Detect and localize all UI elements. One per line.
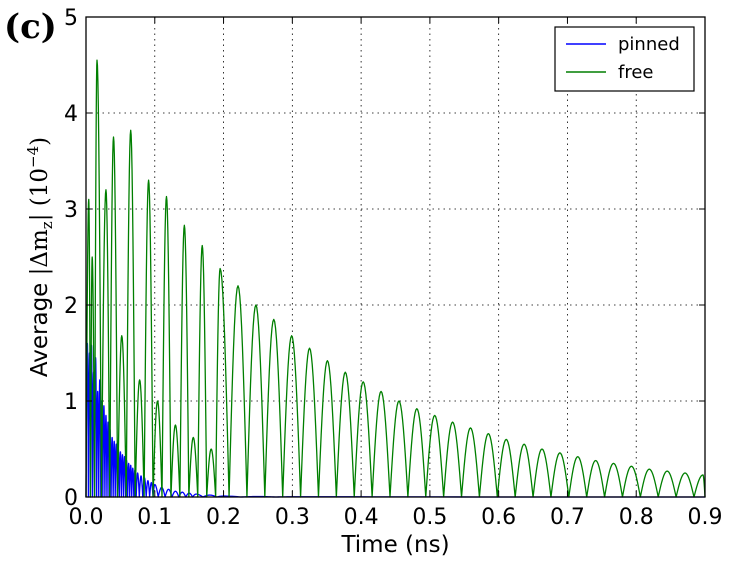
legend: pinned free — [554, 26, 695, 92]
y-axis-label-subscript: z — [38, 221, 56, 229]
y-tick-label: 5 — [64, 6, 78, 31]
y-axis-label-math: |Δm — [27, 229, 53, 275]
x-tick-label: 0.8 — [619, 505, 654, 530]
panel-label: (c) — [4, 7, 57, 47]
legend-label-pinned: pinned — [618, 34, 680, 55]
x-tick-label: 0.9 — [688, 505, 723, 530]
legend-label-free: free — [618, 62, 654, 83]
y-tick-label: 4 — [64, 102, 78, 127]
y-axis-label: Average |Δmz| (10−4) — [24, 137, 56, 377]
series-line-free — [85, 59, 706, 498]
x-tick-label: 0.2 — [206, 505, 241, 530]
y-axis-label-prefix: Average — [27, 275, 53, 377]
x-tick-label: 0.3 — [275, 505, 310, 530]
y-tick-label: 2 — [64, 294, 78, 319]
y-axis-label-unit: | (10 — [27, 168, 53, 221]
x-axis-label: Time (ns) — [340, 532, 449, 558]
series-line-pinned — [85, 342, 705, 498]
x-tick-label: 0.0 — [69, 505, 104, 530]
x-tick-label: 0.5 — [412, 505, 447, 530]
legend-box — [554, 26, 695, 92]
x-tick-label: 0.6 — [481, 505, 516, 530]
series-layer — [85, 59, 706, 498]
y-axis-label-close: ) — [27, 137, 53, 146]
y-axis-label-exponent: −4 — [24, 146, 42, 168]
x-tick-label: 0.1 — [137, 505, 172, 530]
x-tick-label: 0.4 — [344, 505, 379, 530]
ticks: 0.0 0.1 0.2 0.3 0.4 0.5 0.6 0.7 0.8 0.9 0 1 2 3 4 5 — [64, 6, 723, 530]
y-tick-label: 1 — [64, 390, 78, 415]
x-tick-label: 0.7 — [550, 505, 585, 530]
grid — [86, 17, 705, 497]
plot-frame — [85, 16, 706, 498]
y-tick-label: 0 — [64, 486, 78, 511]
y-tick-label: 3 — [64, 198, 78, 223]
